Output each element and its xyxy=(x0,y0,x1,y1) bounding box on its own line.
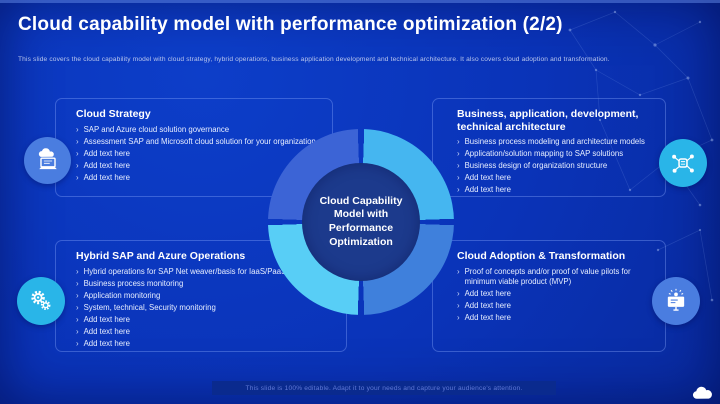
capability-donut-chart: Cloud Capability Model with Performance … xyxy=(268,129,454,315)
list-item: › Add text here xyxy=(76,161,322,172)
bullet-marker: › xyxy=(76,290,79,300)
bullet-list: › SAP and Azure cloud solution governance… xyxy=(76,125,322,184)
laptop-cloud-icon xyxy=(34,147,62,175)
footer-note-bar: This slide is 100% editable. Adapt it to… xyxy=(212,381,556,395)
bullet-marker: › xyxy=(76,326,79,336)
quadrant-business-architecture: Business, application, development, tech… xyxy=(432,98,666,197)
list-item: › Proof of concepts and/or proof of value… xyxy=(457,267,657,288)
monitor-idea-icon xyxy=(662,287,690,315)
business-architecture-badge xyxy=(659,139,707,187)
bullet-marker: › xyxy=(76,266,79,276)
bullet-marker: › xyxy=(457,313,460,323)
list-item: › Assessment SAP and Microsoft cloud solu… xyxy=(76,137,322,148)
top-edge-highlight xyxy=(0,0,720,3)
list-item: › Add text here xyxy=(457,289,657,300)
bullet-text: Add text here xyxy=(464,289,511,299)
list-item: › Add text here xyxy=(457,313,657,324)
bullet-text: Add text here xyxy=(83,160,130,170)
list-item: › Add text here xyxy=(76,173,322,184)
bullet-text: Add text here xyxy=(83,314,130,324)
bullet-text: Proof of concepts and/or proof of value … xyxy=(464,266,631,287)
quadrant-title: Cloud Adoption & Transformation xyxy=(457,250,626,262)
bullet-marker: › xyxy=(76,172,79,182)
bullet-text: Add text here xyxy=(464,185,511,195)
list-item: › Add text here xyxy=(76,327,336,338)
bullet-marker: › xyxy=(457,161,460,171)
bullet-text: Application monitoring xyxy=(83,290,161,300)
list-item: › Add text here xyxy=(76,339,336,350)
cloud-adoption-badge xyxy=(652,277,700,325)
bullet-marker: › xyxy=(76,314,79,324)
donut-center-label: Cloud Capability Model with Performance … xyxy=(319,194,403,248)
cloud-logo-icon xyxy=(692,386,712,399)
bullet-marker: › xyxy=(457,185,460,195)
list-item: › Hybrid operations for SAP Net weaver/ba… xyxy=(76,267,336,278)
bullet-text: Add text here xyxy=(464,173,511,183)
bullet-list: › Proof of concepts and/or proof of value… xyxy=(457,267,657,324)
bullet-list: › Business process modeling and architect… xyxy=(457,137,657,196)
bullet-text: Add text here xyxy=(464,301,511,311)
bullet-marker: › xyxy=(76,136,79,146)
bullet-text: SAP and Azure cloud solution governance xyxy=(83,124,230,134)
integration-network-icon xyxy=(669,149,697,177)
list-item: › Add text here xyxy=(76,315,336,326)
quadrant-title: Hybrid SAP and Azure Operations xyxy=(76,250,246,262)
quadrant-title: Cloud Strategy xyxy=(76,108,151,120)
list-item: › Add text here xyxy=(457,185,657,196)
bullet-text: Add text here xyxy=(464,313,511,323)
quadrant-title: Business, application, development, tech… xyxy=(457,108,639,133)
bullet-marker: › xyxy=(76,148,79,158)
bullet-text: Add text here xyxy=(83,148,130,158)
list-item: › Application/solution mapping to SAP sol… xyxy=(457,149,657,160)
donut-inner-disc: Cloud Capability Model with Performance … xyxy=(302,163,420,281)
bullet-marker: › xyxy=(76,338,79,348)
bullet-text: Business process modeling and architectu… xyxy=(464,137,645,147)
bullet-marker: › xyxy=(457,137,460,147)
gears-icon xyxy=(27,287,55,315)
bullet-marker: › xyxy=(457,266,460,276)
bullet-list: › Hybrid operations for SAP Net weaver/ba… xyxy=(76,267,336,350)
slide-subtitle: This slide covers the cloud capability m… xyxy=(18,56,610,63)
bullet-text: Hybrid operations for SAP Net weaver/bas… xyxy=(83,266,310,276)
quadrant-hybrid-operations: Hybrid SAP and Azure Operations › Hybrid … xyxy=(55,240,347,352)
list-item: › SAP and Azure cloud solution governance xyxy=(76,125,322,136)
footer-note-text: This slide is 100% editable. Adapt it to… xyxy=(245,384,523,392)
bullet-marker: › xyxy=(76,278,79,288)
bullet-marker: › xyxy=(457,149,460,159)
bullet-text: System, technical, Security monitoring xyxy=(83,302,216,312)
bullet-text: Add text here xyxy=(83,338,130,348)
bullet-text: Business design of organization structur… xyxy=(464,161,608,171)
list-item: › Application monitoring xyxy=(76,291,336,302)
quadrant-cloud-adoption: Cloud Adoption & Transformation › Proof o… xyxy=(432,240,666,352)
cloud-strategy-badge xyxy=(24,137,71,184)
list-item: › Add text here xyxy=(457,173,657,184)
list-item: › Business design of organization structu… xyxy=(457,161,657,172)
bullet-marker: › xyxy=(76,160,79,170)
list-item: › Add text here xyxy=(457,301,657,312)
slide-title: Cloud capability model with performance … xyxy=(18,14,563,35)
bullet-marker: › xyxy=(457,301,460,311)
bullet-marker: › xyxy=(457,173,460,183)
list-item: › Business process monitoring xyxy=(76,279,336,290)
bullet-marker: › xyxy=(76,124,79,134)
bullet-marker: › xyxy=(76,302,79,312)
list-item: › Add text here xyxy=(76,149,322,160)
list-item: › System, technical, Security monitoring xyxy=(76,303,336,314)
hybrid-operations-badge xyxy=(17,277,65,325)
bullet-text: Application/solution mapping to SAP solu… xyxy=(464,149,624,159)
bullet-marker: › xyxy=(457,289,460,299)
bullet-text: Add text here xyxy=(83,172,130,182)
bullet-text: Business process monitoring xyxy=(83,278,184,288)
bullet-text: Add text here xyxy=(83,326,130,336)
list-item: › Business process modeling and architect… xyxy=(457,137,657,148)
bullet-text: Assessment SAP and Microsoft cloud solut… xyxy=(83,136,316,146)
